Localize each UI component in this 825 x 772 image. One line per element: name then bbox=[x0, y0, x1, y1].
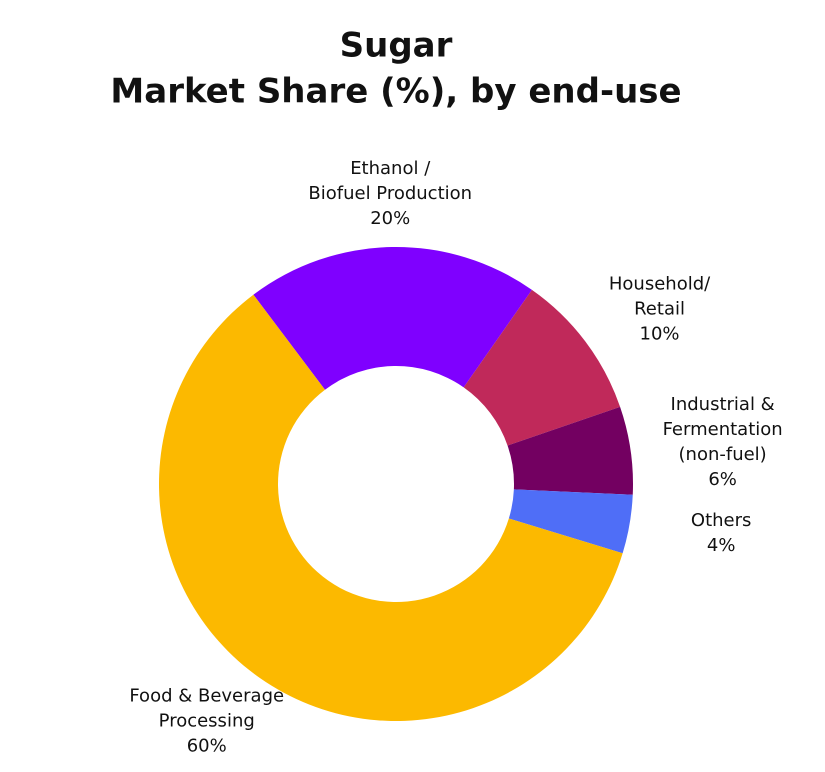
slice-label: Biofuel Production bbox=[308, 183, 472, 204]
donut-slice bbox=[507, 406, 633, 495]
slice-label: Fermentation bbox=[663, 419, 783, 440]
value-label: 6% bbox=[708, 469, 737, 490]
chart-title: Sugar bbox=[340, 26, 453, 66]
chart-title: Market Share (%), by end-use bbox=[110, 72, 681, 112]
value-label: 10% bbox=[640, 323, 680, 344]
slice-label: (non-fuel) bbox=[679, 444, 767, 465]
slice-label: Ethanol / bbox=[350, 158, 431, 179]
donut-slice bbox=[508, 489, 633, 554]
value-label: 20% bbox=[370, 208, 410, 229]
donut-slice bbox=[463, 289, 621, 446]
slice-label: Processing bbox=[159, 711, 255, 732]
donut-slice bbox=[253, 246, 532, 390]
donut-slice bbox=[158, 294, 623, 721]
slice-label: Retail bbox=[634, 298, 685, 319]
slice-label: Industrial & bbox=[671, 394, 775, 415]
value-label: 60% bbox=[187, 736, 227, 757]
value-label: 4% bbox=[707, 535, 736, 556]
slice-label: Food & Beverage bbox=[129, 686, 284, 707]
slice-label: Others bbox=[691, 510, 752, 531]
slice-label: Household/ bbox=[609, 273, 711, 294]
